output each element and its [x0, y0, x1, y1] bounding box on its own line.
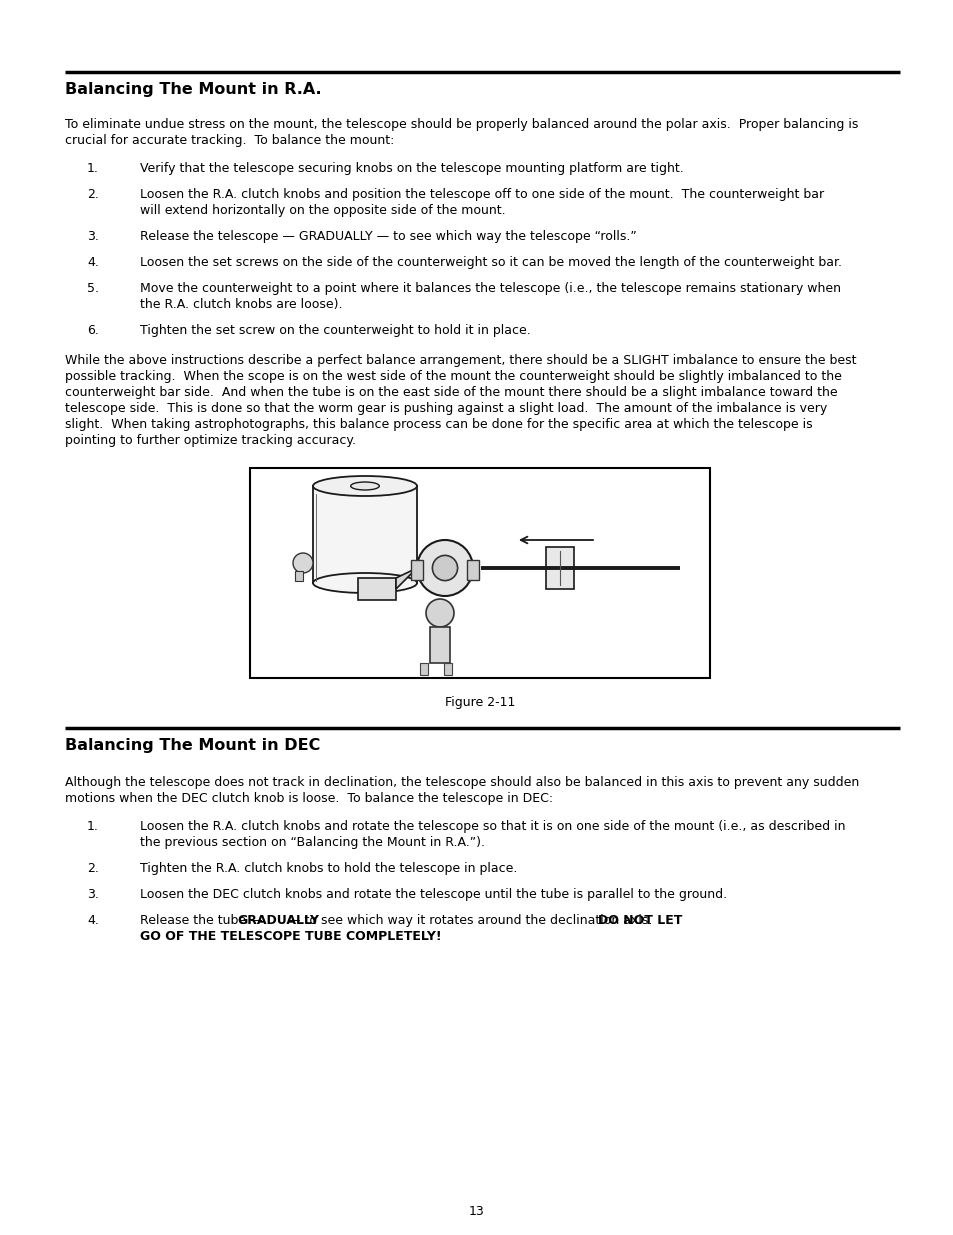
- Text: GO OF THE TELESCOPE TUBE COMPLETELY!: GO OF THE TELESCOPE TUBE COMPLETELY!: [140, 930, 441, 944]
- Text: counterweight bar side.  And when the tube is on the east side of the mount ther: counterweight bar side. And when the tub…: [65, 387, 837, 399]
- Text: pointing to further optimize tracking accuracy.: pointing to further optimize tracking ac…: [65, 433, 355, 447]
- Bar: [357, 578, 395, 600]
- Bar: [313, 487, 416, 583]
- Polygon shape: [395, 568, 416, 589]
- Circle shape: [293, 553, 313, 573]
- Text: Tighten the set screw on the counterweight to hold it in place.: Tighten the set screw on the counterweig…: [140, 324, 530, 337]
- Text: 1.: 1.: [87, 820, 99, 832]
- Text: DO NOT LET: DO NOT LET: [598, 914, 682, 927]
- Circle shape: [416, 540, 473, 597]
- Bar: [430, 627, 450, 663]
- Bar: [443, 663, 452, 676]
- Bar: [545, 547, 574, 589]
- Text: possible tracking.  When the scope is on the west side of the mount the counterw: possible tracking. When the scope is on …: [65, 370, 841, 383]
- Text: To eliminate undue stress on the mount, the telescope should be properly balance: To eliminate undue stress on the mount, …: [65, 119, 858, 131]
- Bar: [411, 559, 422, 580]
- Bar: [250, 468, 709, 678]
- Text: Release the telescope — GRADUALLY — to see which way the telescope “rolls.”: Release the telescope — GRADUALLY — to s…: [140, 230, 636, 243]
- Text: 3.: 3.: [87, 230, 99, 243]
- Text: Balancing The Mount in R.A.: Balancing The Mount in R.A.: [65, 82, 321, 98]
- Text: Figure 2-11: Figure 2-11: [444, 697, 515, 709]
- Text: telescope side.  This is done so that the worm gear is pushing against a slight : telescope side. This is done so that the…: [65, 403, 826, 415]
- Text: Although the telescope does not track in declination, the telescope should also : Although the telescope does not track in…: [65, 776, 859, 789]
- Text: Move the counterweight to a point where it balances the telescope (i.e., the tel: Move the counterweight to a point where …: [140, 282, 841, 295]
- Text: 3.: 3.: [87, 888, 99, 902]
- Text: Release the tube —: Release the tube —: [140, 914, 266, 927]
- Text: Verify that the telescope securing knobs on the telescope mounting platform are : Verify that the telescope securing knobs…: [140, 162, 683, 175]
- Text: motions when the DEC clutch knob is loose.  To balance the telescope in DEC:: motions when the DEC clutch knob is loos…: [65, 792, 553, 805]
- Text: 5.: 5.: [87, 282, 99, 295]
- Text: Balancing The Mount in DEC: Balancing The Mount in DEC: [65, 739, 320, 753]
- Text: 1.: 1.: [87, 162, 99, 175]
- Text: 2.: 2.: [87, 862, 99, 876]
- Text: 13: 13: [469, 1205, 484, 1218]
- Text: the R.A. clutch knobs are loose).: the R.A. clutch knobs are loose).: [140, 298, 342, 311]
- Text: crucial for accurate tracking.  To balance the mount:: crucial for accurate tracking. To balanc…: [65, 135, 394, 147]
- Bar: [294, 571, 303, 580]
- Text: the previous section on “Balancing the Mount in R.A.”).: the previous section on “Balancing the M…: [140, 836, 484, 848]
- Ellipse shape: [313, 573, 416, 593]
- Text: Tighten the R.A. clutch knobs to hold the telescope in place.: Tighten the R.A. clutch knobs to hold th…: [140, 862, 517, 876]
- Text: Loosen the R.A. clutch knobs and position the telescope off to one side of the m: Loosen the R.A. clutch knobs and positio…: [140, 188, 823, 201]
- Text: Loosen the R.A. clutch knobs and rotate the telescope so that it is on one side : Loosen the R.A. clutch knobs and rotate …: [140, 820, 844, 832]
- Text: slight.  When taking astrophotographs, this balance process can be done for the : slight. When taking astrophotographs, th…: [65, 417, 812, 431]
- Bar: [419, 663, 428, 676]
- Text: 2.: 2.: [87, 188, 99, 201]
- Bar: [467, 559, 478, 580]
- Text: 6.: 6.: [87, 324, 99, 337]
- Text: 4.: 4.: [87, 914, 99, 927]
- Text: — to see which way it rotates around the declination axis.: — to see which way it rotates around the…: [284, 914, 659, 927]
- Circle shape: [426, 599, 454, 627]
- Text: 4.: 4.: [87, 256, 99, 269]
- Text: Loosen the DEC clutch knobs and rotate the telescope until the tube is parallel : Loosen the DEC clutch knobs and rotate t…: [140, 888, 726, 902]
- Text: GRADUALLY: GRADUALLY: [237, 914, 319, 927]
- Text: will extend horizontally on the opposite side of the mount.: will extend horizontally on the opposite…: [140, 204, 505, 217]
- Text: While the above instructions describe a perfect balance arrangement, there shoul: While the above instructions describe a …: [65, 354, 856, 367]
- Text: Loosen the set screws on the side of the counterweight so it can be moved the le: Loosen the set screws on the side of the…: [140, 256, 841, 269]
- Ellipse shape: [351, 482, 379, 490]
- Ellipse shape: [313, 475, 416, 496]
- Circle shape: [432, 556, 457, 580]
